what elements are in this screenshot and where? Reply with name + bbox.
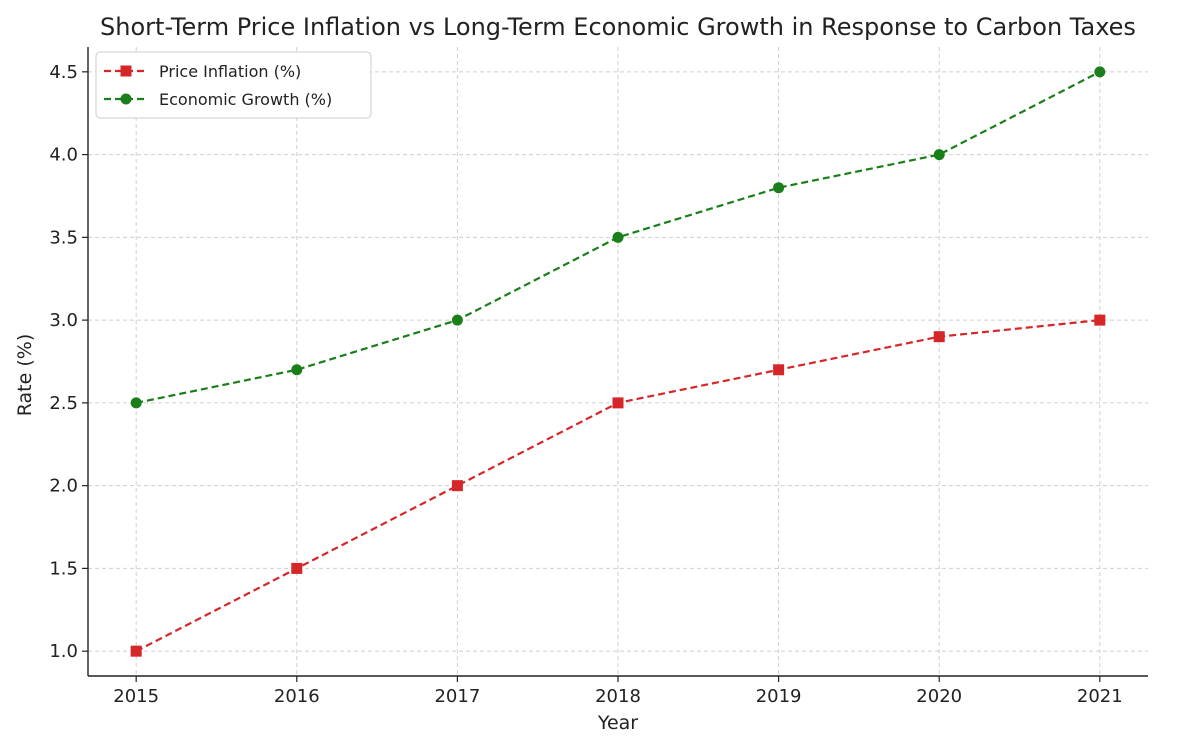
- data-point: [130, 397, 142, 409]
- axes-layer: 2015 2016 2017 2018 2019 2020 2021 1.0 1.5 2.0 2.5…: [49, 47, 1148, 707]
- x-axis-label: Year: [597, 712, 638, 733]
- data-point: [291, 562, 303, 574]
- x-tick-label: 2020: [916, 686, 962, 707]
- data-point: [291, 364, 303, 376]
- legend-label: Price Inflation (%): [159, 62, 301, 81]
- x-tick-label: 2017: [434, 686, 480, 707]
- data-point: [1094, 66, 1106, 78]
- data-point: [612, 397, 624, 409]
- data-point: [933, 149, 945, 161]
- series-group: [130, 66, 1106, 409]
- y-tick-label: 2.0: [49, 476, 78, 497]
- y-tick-label: 4.5: [49, 62, 78, 83]
- series-group: [130, 314, 1106, 657]
- x-tick-label: 2015: [113, 686, 159, 707]
- data-point: [130, 645, 142, 657]
- y-tick-label: 1.5: [49, 558, 78, 579]
- x-tick-label: 2016: [274, 686, 320, 707]
- legend-label: Economic Growth (%): [159, 90, 332, 109]
- legend-marker: [120, 65, 132, 77]
- x-tick-label: 2018: [595, 686, 641, 707]
- y-tick-label: 1.0: [49, 641, 78, 662]
- y-axis-label: Rate (%): [14, 334, 36, 417]
- data-point: [451, 480, 463, 492]
- legend: Price Inflation (%) Economic Growth (%): [95, 51, 372, 119]
- series-layer: [130, 66, 1106, 657]
- data-point: [451, 314, 463, 326]
- data-point: [773, 182, 785, 194]
- y-tick-label: 4.0: [49, 145, 78, 166]
- y-tick-label: 2.5: [49, 393, 78, 414]
- x-tick-label: 2021: [1077, 686, 1123, 707]
- chart-title: Short-Term Price Inflation vs Long-Term …: [100, 13, 1136, 41]
- grid-layer: [88, 47, 1148, 676]
- legend-marker: [120, 93, 132, 105]
- data-point: [773, 364, 785, 376]
- data-point: [933, 331, 945, 343]
- y-tick-label: 3.0: [49, 310, 78, 331]
- x-tick-label: 2019: [756, 686, 802, 707]
- data-point: [612, 231, 624, 243]
- y-tick-label: 3.5: [49, 227, 78, 248]
- legend-box: [95, 51, 372, 119]
- data-point: [1094, 314, 1106, 326]
